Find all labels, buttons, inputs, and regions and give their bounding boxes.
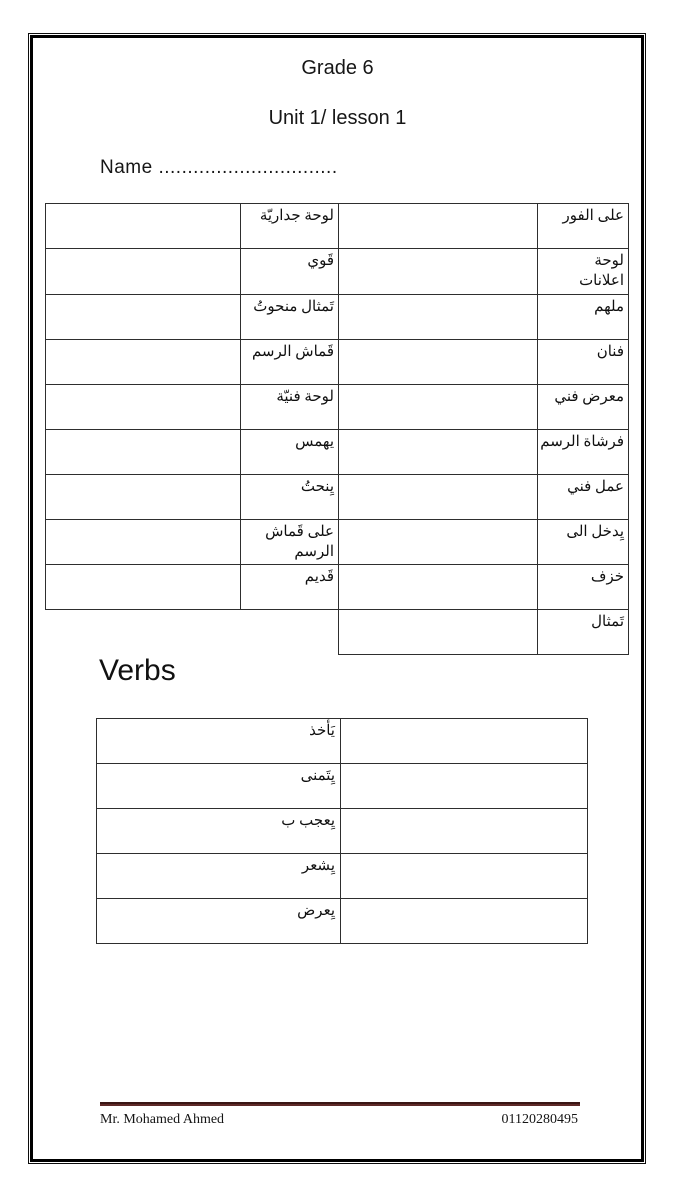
vocab-arabic-term-left: على قَماش الرسم <box>240 518 339 565</box>
vocab-answer-blank <box>45 564 241 610</box>
vocab-answer-blank <box>45 293 241 340</box>
vocab-arabic-term-left: قَوي <box>240 248 339 295</box>
vocab-answer-blank <box>338 564 538 610</box>
vocab-answer-blank <box>45 383 241 430</box>
vocab-answer-blank <box>338 473 538 520</box>
verb-answer-blank <box>340 718 588 764</box>
page-border-frame <box>28 33 646 1164</box>
verb-row: يَأخذ <box>96 718 588 764</box>
vocab-arabic-term-right: عمل فني <box>537 473 629 520</box>
vocab-answer-blank <box>45 248 241 295</box>
vocab-arabic-term-left: يهمس <box>240 428 339 475</box>
verb-arabic-term: يِعجب ب <box>96 808 341 854</box>
vocab-arabic-term-right: يِدخل الى <box>537 518 629 565</box>
vocab-answer-blank <box>338 428 538 475</box>
verb-arabic-term: يِعرض <box>96 898 341 944</box>
vocab-arabic-term-right: تَمثال <box>537 609 629 655</box>
vocab-arabic-term-right: خزف <box>537 564 629 610</box>
vocab-answer-blank <box>45 338 241 385</box>
verb-row: يِعرض <box>96 898 588 944</box>
vocab-answer-blank <box>45 473 241 520</box>
vocab-row: عمل فني يِنحتُ <box>45 473 629 520</box>
verb-arabic-term: يَأخذ <box>96 718 341 764</box>
verb-answer-blank <box>340 808 588 854</box>
vocab-arabic-term-left: لوحة فنيّة <box>240 383 339 430</box>
teacher-phone: 01120280495 <box>501 1112 578 1127</box>
vocab-row: فنان قَماش الرسم <box>45 338 629 385</box>
vocab-answer-blank <box>338 518 538 565</box>
vocab-row: لوحة اعلانات قَوي <box>45 248 629 295</box>
verb-answer-blank <box>340 898 588 944</box>
vocab-row: على الفور لوحة جداريّة <box>45 203 629 249</box>
vocab-arabic-term-right: لوحة اعلانات <box>537 248 629 295</box>
verb-row: يِشعر <box>96 853 588 899</box>
vocab-row: خزف قَديم <box>45 564 629 610</box>
vocab-answer-blank <box>338 293 538 340</box>
vocab-answer-blank <box>45 428 241 475</box>
vocab-answer-blank <box>338 383 538 430</box>
vocab-row: فرشاة الرسم يهمس <box>45 428 629 475</box>
vocab-arabic-term-left: لوحة جداريّة <box>240 203 339 249</box>
vocab-answer-blank <box>338 203 538 249</box>
unit-lesson-title: Unit 1/ lesson 1 <box>268 107 407 129</box>
verb-answer-blank <box>340 763 588 809</box>
verbs-table: يَأخذ يِتَمنى يِعجب ب يِشعر يِعرض <box>96 718 588 944</box>
vocab-row: معرض فني لوحة فنيّة <box>45 383 629 430</box>
vocab-row: يِدخل الى على قَماش الرسم <box>45 518 629 565</box>
vocab-answer-blank <box>338 609 538 655</box>
verb-answer-blank <box>340 853 588 899</box>
vocab-row: ملهم تَمثال منحوتُ <box>45 293 629 340</box>
vocab-arabic-term-right: معرض فني <box>537 383 629 430</box>
vocab-row: تَمثال <box>46 609 629 655</box>
verb-arabic-term: يِتَمنى <box>96 763 341 809</box>
vocab-arabic-term-right: فرشاة الرسم <box>537 428 629 475</box>
vocab-answer-blank <box>338 248 538 295</box>
vocab-arabic-term-left: تَمثال منحوتُ <box>240 293 339 340</box>
vocab-table: على الفور لوحة جداريّة لوحة اعلانات قَوي مله… <box>45 203 629 655</box>
vocab-arabic-term-right: على الفور <box>537 203 629 249</box>
vocab-arabic-term-left: قَماش الرسم <box>240 338 339 385</box>
grade-title: Grade 6 <box>301 57 374 79</box>
footer-divider <box>100 1102 580 1106</box>
teacher-name: Mr. Mohamed Ahmed <box>100 1112 225 1127</box>
vocab-empty-region <box>46 610 339 655</box>
verb-row: يِعجب ب <box>96 808 588 854</box>
name-fill-line: Name ............................... <box>100 157 338 178</box>
vocab-arabic-term-right: فنان <box>537 338 629 385</box>
vocab-answer-blank <box>45 203 241 249</box>
vocab-arabic-term-left: يِنحتُ <box>240 473 339 520</box>
verb-arabic-term: يِشعر <box>96 853 341 899</box>
vocab-arabic-term-left: قَديم <box>240 564 339 610</box>
vocab-answer-blank <box>45 518 241 565</box>
verb-row: يِتَمنى <box>96 763 588 809</box>
verbs-section-heading: Verbs <box>99 654 176 687</box>
vocab-arabic-term-right: ملهم <box>537 293 629 340</box>
vocab-answer-blank <box>338 338 538 385</box>
